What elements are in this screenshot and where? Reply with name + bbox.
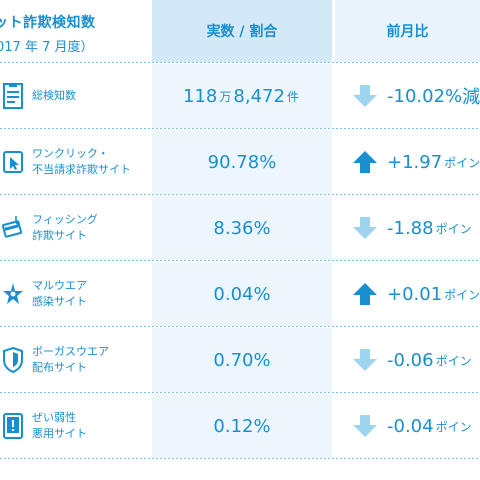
row-divider — [0, 194, 480, 195]
row-divider — [0, 128, 480, 129]
change-unit: ポイン — [435, 419, 472, 434]
row-label-line2: 配布サイト — [32, 361, 87, 374]
table-title-line2: 017 年 7 月度） — [0, 40, 94, 55]
row-label-line1: 総検知数 — [32, 89, 76, 102]
arrow-down-icon — [353, 415, 377, 437]
change-unit: ポイン — [435, 221, 472, 236]
row-label-cell: ボーガスウエア 配布サイト — [0, 328, 152, 392]
table-row-one-click: ワンクリック・ 不当請求詐欺サイト 90.78% +1.97 ポイン — [0, 130, 480, 194]
fishing-card-icon — [2, 213, 24, 243]
table-title-line1: ット詐欺検知数 — [0, 15, 96, 31]
warning-tablet-icon — [2, 411, 24, 441]
malware-bug-icon — [2, 279, 24, 309]
row-divider — [0, 326, 480, 327]
row-change: +0.01 ポイン — [335, 262, 480, 326]
arrow-up-icon — [353, 283, 377, 305]
table-title: ット詐欺検知数 017 年 7 月度） — [0, 0, 152, 62]
value-man-unit: 万 — [219, 89, 232, 104]
value-number: 8,472 — [233, 85, 285, 107]
table-row-total: 総検知数 118 万 8,472 件 -10.02% 減 — [0, 64, 480, 128]
change-value: -10.02% — [387, 85, 463, 107]
row-label-cell: マルウエア 感染サイト — [0, 262, 152, 326]
row-change: -1.88 ポイン — [335, 196, 480, 260]
row-label-cell: 総検知数 — [0, 64, 152, 128]
row-change: +1.97 ポイン — [335, 130, 480, 194]
change-unit: ポイン — [435, 353, 472, 368]
row-label-line1: ぜい弱性 — [32, 411, 76, 424]
row-label-line2: 詐欺サイト — [32, 229, 87, 242]
table-row-phishing: フィッシング 詐欺サイト 8.36% -1.88 ポイン — [0, 196, 480, 260]
value-unit: 件 — [286, 89, 299, 104]
row-value: 0.04% — [152, 262, 332, 326]
change-value: +0.01 — [387, 283, 443, 305]
row-divider — [0, 62, 480, 63]
row-divider — [0, 260, 480, 261]
row-divider — [0, 392, 480, 393]
row-label-line2: 悪用サイト — [32, 427, 87, 440]
change-value: -0.06 — [387, 349, 434, 371]
row-label-line1: フィッシング — [32, 213, 98, 226]
row-value: 0.12% — [152, 394, 332, 458]
document-list-icon — [2, 81, 24, 111]
value-man-number: 118 — [183, 85, 218, 107]
change-unit: 減 — [462, 87, 480, 108]
row-value: 0.70% — [152, 328, 332, 392]
change-unit: ポイン — [444, 287, 480, 302]
row-value: 8.36% — [152, 196, 332, 260]
arrow-up-icon — [353, 151, 377, 173]
table-row-bogusware: ボーガスウエア 配布サイト 0.70% -0.06 ポイン — [0, 328, 480, 392]
row-label-line1: マルウエア — [32, 279, 87, 292]
row-label-line2: 不当請求詐欺サイト — [32, 163, 131, 176]
row-label-cell: ぜい弱性 悪用サイト — [0, 394, 152, 458]
row-label-line1: ワンクリック・ — [32, 147, 109, 160]
change-value: +1.97 — [387, 151, 443, 173]
shield-icon — [2, 345, 24, 375]
row-divider — [0, 458, 480, 459]
table-row-vulnerability: ぜい弱性 悪用サイト 0.12% -0.04 ポイン — [0, 394, 480, 458]
row-label-cell: ワンクリック・ 不当請求詐欺サイト — [0, 130, 152, 194]
column-header-value: 実数 / 割合 — [152, 0, 332, 62]
arrow-down-icon — [353, 85, 377, 107]
row-value: 90.78% — [152, 130, 332, 194]
click-cursor-icon — [2, 147, 24, 177]
column-header-change: 前月比 — [335, 0, 480, 62]
row-change: -0.06 ポイン — [335, 328, 480, 392]
arrow-down-icon — [353, 217, 377, 239]
change-value: -0.04 — [387, 415, 434, 437]
row-label-line2: 感染サイト — [32, 295, 87, 308]
row-label-cell: フィッシング 詐欺サイト — [0, 196, 152, 260]
arrow-down-icon — [353, 349, 377, 371]
change-value: -1.88 — [387, 217, 434, 239]
row-value: 118 万 8,472 件 — [152, 64, 332, 128]
row-change: -10.02% 減 — [335, 64, 480, 128]
table-row-malware: マルウエア 感染サイト 0.04% +0.01 ポイン — [0, 262, 480, 326]
change-unit: ポイン — [444, 155, 480, 170]
row-label-line1: ボーガスウエア — [32, 345, 109, 358]
row-change: -0.04 ポイン — [335, 394, 480, 458]
